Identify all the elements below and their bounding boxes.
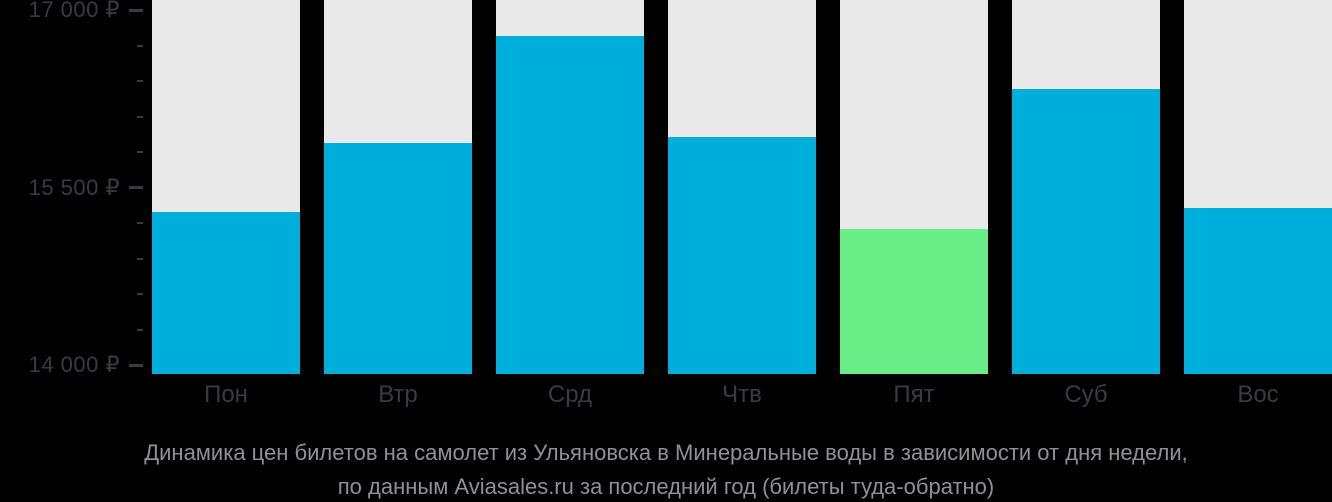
bar-column-Срд bbox=[496, 0, 644, 374]
y-axis-minor-tick bbox=[137, 115, 143, 118]
plot-area bbox=[152, 0, 1332, 374]
y-axis-minor-tick bbox=[137, 222, 143, 225]
y-axis: 17 000 ₽ 15 500 ₽ 14 000 ₽ bbox=[0, 0, 152, 377]
x-axis-label-Втр: Втр bbox=[378, 381, 418, 408]
x-axis-label-Суб: Суб bbox=[1064, 381, 1108, 408]
y-axis-minor-tick bbox=[137, 257, 143, 260]
price-bar-Втр bbox=[324, 143, 472, 374]
y-axis-minor-tick bbox=[137, 80, 143, 83]
y-axis-tick-label: 14 000 ₽ bbox=[28, 352, 120, 378]
tick-dash bbox=[137, 115, 143, 118]
tick-dash bbox=[137, 293, 143, 296]
y-axis-major-tick: 14 000 ₽ bbox=[29, 352, 143, 378]
x-axis-label-Пон: Пон bbox=[204, 381, 248, 408]
price-bar-Срд bbox=[496, 36, 644, 374]
y-axis-major-tick: 17 000 ₽ bbox=[29, 0, 143, 23]
y-axis-minor-tick bbox=[137, 151, 143, 154]
y-axis-minor-tick bbox=[137, 293, 143, 296]
x-axis: Пон Втр Срд Чтв Пят Суб Вос bbox=[152, 381, 1332, 409]
bar-column-Чтв bbox=[668, 0, 816, 374]
y-axis-minor-tick bbox=[137, 44, 143, 47]
bar-column-Пон bbox=[152, 0, 300, 374]
price-bar-Чтв bbox=[668, 137, 816, 374]
y-axis-tick-label: 17 000 ₽ bbox=[28, 0, 120, 23]
y-axis-tick-label: 15 500 ₽ bbox=[28, 174, 120, 200]
tick-dash bbox=[129, 363, 143, 367]
x-axis-label-Вос: Вос bbox=[1237, 381, 1279, 408]
tick-dash bbox=[129, 8, 143, 12]
tick-dash bbox=[137, 80, 143, 83]
tick-dash bbox=[137, 151, 143, 154]
x-axis-label-Чтв: Чтв bbox=[722, 381, 762, 408]
bar-column-Суб bbox=[1012, 0, 1160, 374]
price-bar-Вос bbox=[1184, 208, 1332, 374]
tick-dash bbox=[137, 44, 143, 47]
y-axis-minor-tick bbox=[137, 328, 143, 331]
y-axis-major-tick: 15 500 ₽ bbox=[29, 175, 143, 201]
tick-dash bbox=[129, 186, 143, 190]
caption-line-1: Динамика цен билетов на самолет из Ульян… bbox=[144, 440, 1188, 465]
caption-line-2: по данным Aviasales.ru за последний год … bbox=[337, 474, 995, 499]
price-bar-Суб bbox=[1012, 89, 1160, 374]
bar-column-Вос bbox=[1184, 0, 1332, 374]
price-bar-Пят bbox=[840, 229, 988, 374]
x-axis-label-Пят: Пят bbox=[893, 381, 935, 408]
tick-dash bbox=[137, 222, 143, 225]
tick-dash bbox=[137, 328, 143, 331]
bar-column-Втр bbox=[324, 0, 472, 374]
chart-caption: Динамика цен билетов на самолет из Ульян… bbox=[0, 436, 1332, 502]
tick-dash bbox=[137, 257, 143, 260]
bar-column-Пят bbox=[840, 0, 988, 374]
x-axis-label-Срд: Срд bbox=[547, 381, 593, 408]
price-bar-Пон bbox=[152, 212, 300, 374]
